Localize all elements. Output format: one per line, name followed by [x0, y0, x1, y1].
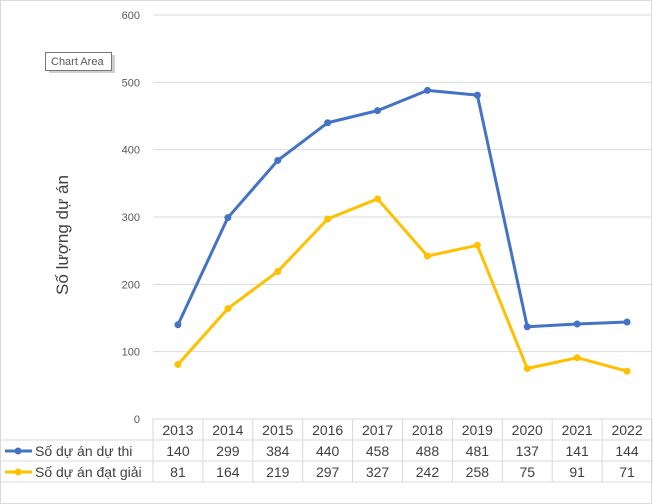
data-table-value: 140 — [166, 443, 190, 459]
data-point[interactable] — [573, 354, 581, 362]
data-table-value: 327 — [366, 464, 390, 480]
y-tick-label: 600 — [122, 10, 140, 22]
y-tick-label: 0 — [134, 414, 140, 426]
x-tick-label: 2016 — [312, 422, 343, 438]
data-point[interactable] — [473, 91, 481, 99]
y-tick-label: 100 — [122, 347, 140, 359]
data-point[interactable] — [274, 156, 282, 164]
data-table-value: 164 — [216, 464, 240, 480]
tooltip-text: Chart Area — [51, 56, 104, 68]
data-table-value: 144 — [615, 443, 639, 459]
x-tick-label: 2018 — [412, 422, 443, 438]
x-tick-label: 2013 — [162, 422, 193, 438]
legend-marker — [14, 468, 22, 476]
data-point[interactable] — [224, 214, 232, 222]
x-tick-label: 2020 — [512, 422, 543, 438]
data-table-value: 242 — [416, 464, 440, 480]
y-tick-label: 200 — [122, 279, 140, 291]
data-point[interactable] — [224, 305, 232, 313]
data-table-value: 258 — [466, 464, 490, 480]
x-tick-label: 2015 — [262, 422, 293, 438]
data-table-value: 81 — [170, 464, 186, 480]
legend-label: Số dự án đạt giải — [35, 464, 142, 480]
y-tick-label: 300 — [122, 212, 140, 224]
data-point[interactable] — [374, 195, 382, 203]
x-tick-label: 2014 — [212, 422, 243, 438]
data-table-value: 384 — [266, 443, 290, 459]
data-point[interactable] — [423, 86, 431, 94]
data-table-value: 91 — [569, 464, 585, 480]
chart-area-tooltip: Chart Area — [45, 52, 115, 73]
x-tick-label: 2019 — [462, 422, 493, 438]
data-table-value: 488 — [416, 443, 440, 459]
data-table-value: 297 — [316, 464, 340, 480]
data-point[interactable] — [473, 241, 481, 249]
x-tick-label: 2017 — [362, 422, 393, 438]
legend-marker — [14, 447, 22, 455]
data-point[interactable] — [523, 365, 531, 372]
data-point[interactable] — [174, 321, 182, 329]
data-point[interactable] — [324, 119, 332, 127]
data-table-value: 141 — [565, 443, 589, 459]
data-table-value: 219 — [266, 464, 290, 480]
data-table-value: 440 — [316, 443, 340, 459]
data-table-value: 481 — [466, 443, 490, 459]
data-table-value: 71 — [619, 464, 635, 480]
data-point[interactable] — [623, 318, 631, 326]
data-table-value: 137 — [516, 443, 540, 459]
y-tick-label: 500 — [122, 77, 140, 89]
data-point[interactable] — [174, 360, 182, 368]
data-point[interactable] — [573, 320, 581, 328]
x-tick-label: 2022 — [611, 422, 642, 438]
data-point[interactable] — [274, 268, 282, 276]
data-point[interactable] — [423, 252, 431, 260]
series-line[interactable] — [176, 197, 628, 373]
legend-label: Số dự án dự thi — [35, 443, 132, 459]
data-table-value: 75 — [519, 464, 535, 480]
series-line[interactable] — [176, 88, 628, 329]
data-point[interactable] — [523, 323, 531, 331]
data-point[interactable] — [623, 367, 631, 375]
data-table-value: 458 — [366, 443, 390, 459]
y-axis-title: Số lượng dự án — [53, 175, 72, 295]
data-point[interactable] — [374, 107, 382, 115]
data-point[interactable] — [324, 215, 332, 223]
data-table-value: 299 — [216, 443, 240, 459]
x-tick-label: 2021 — [562, 422, 593, 438]
y-tick-label: 400 — [122, 145, 140, 157]
